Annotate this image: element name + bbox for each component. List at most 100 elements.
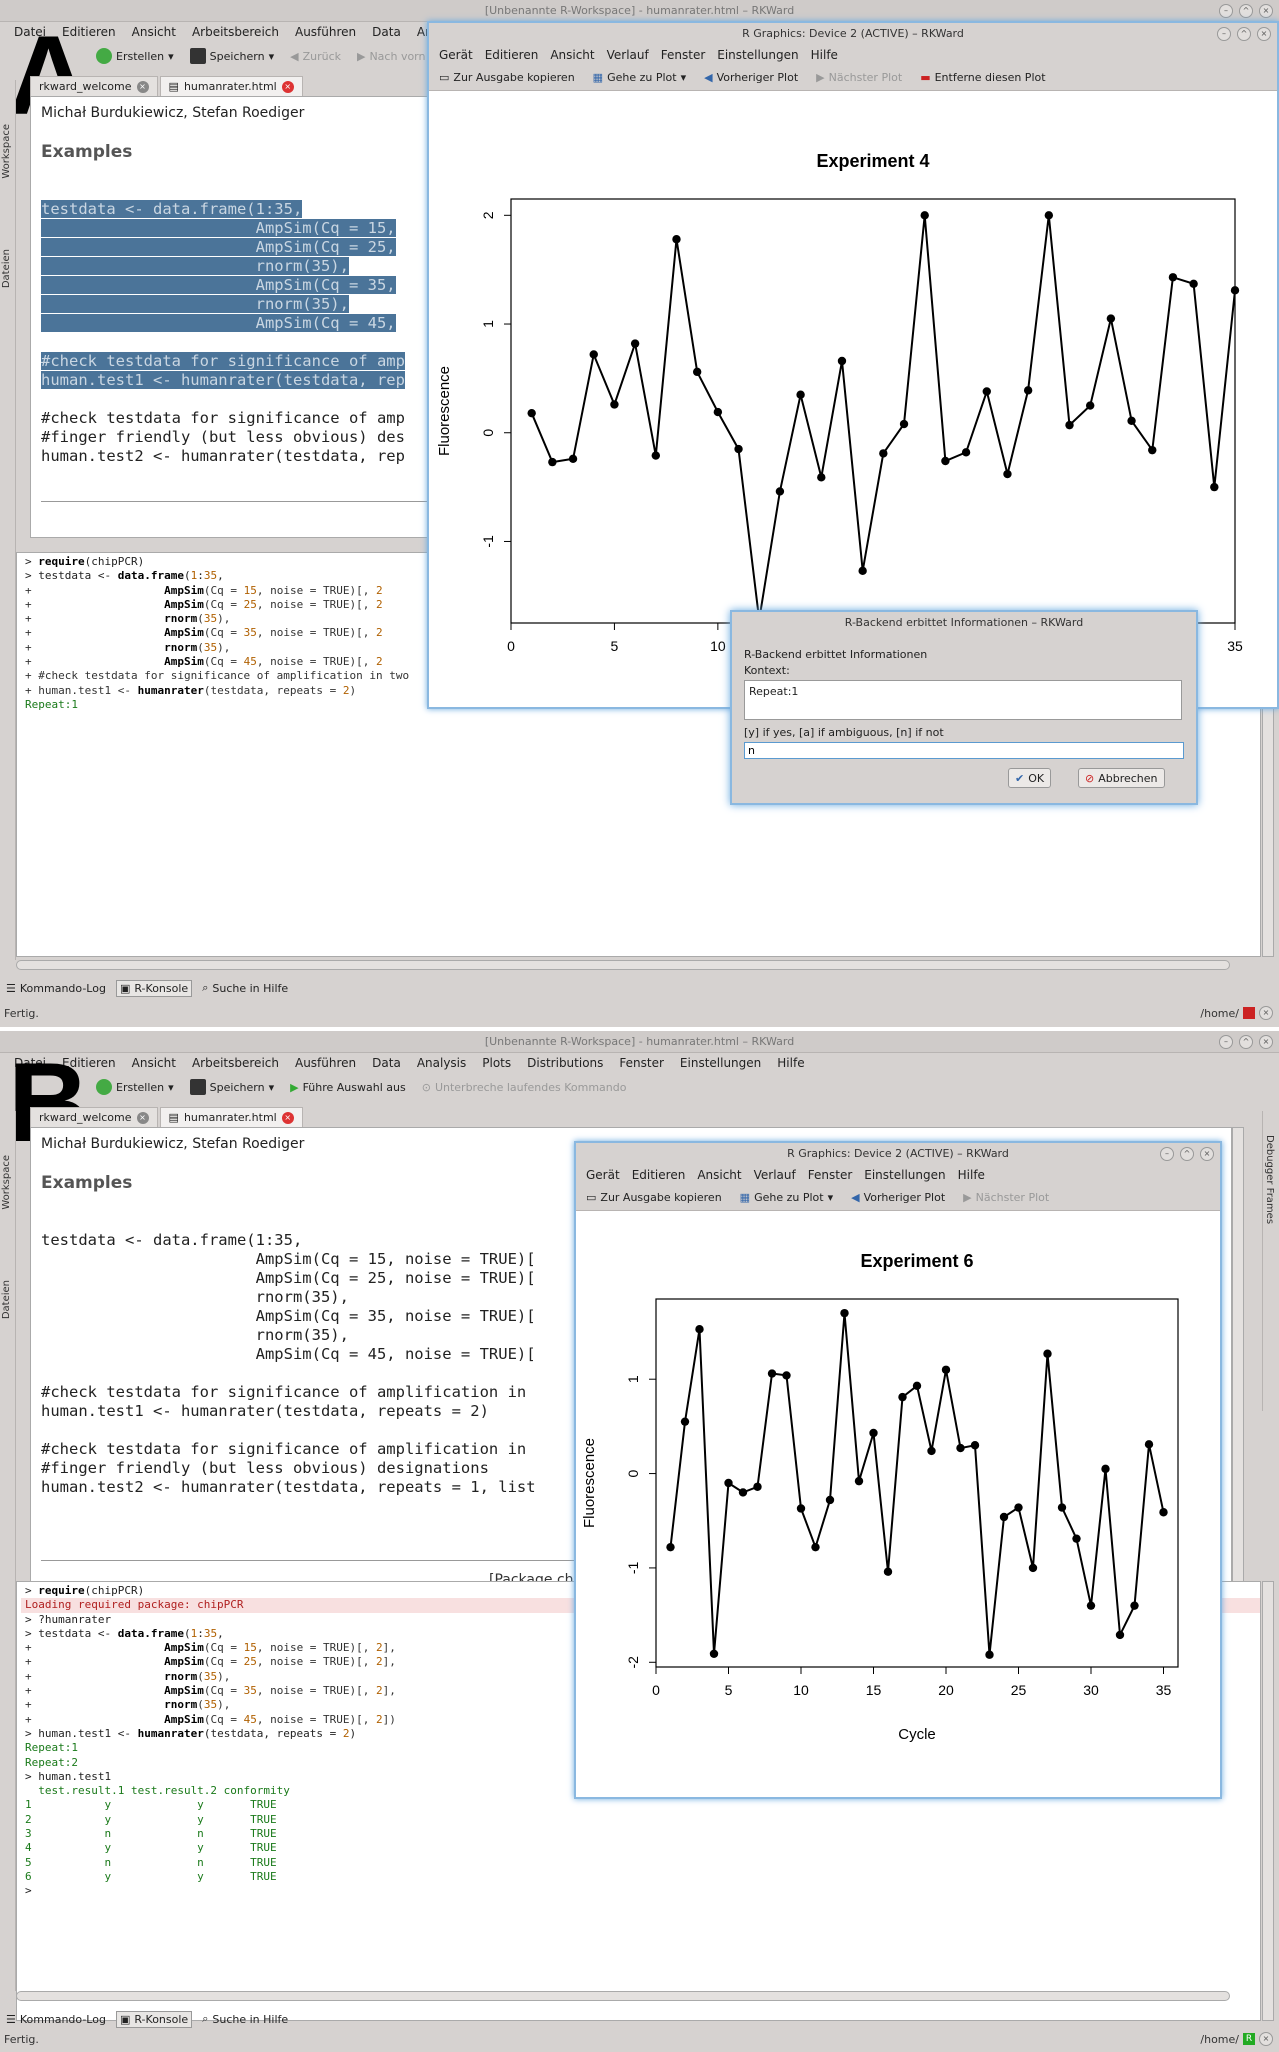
goto-plot-button[interactable]: ▦ Gehe zu Plot ▾ bbox=[739, 1191, 834, 1204]
menu-analysis[interactable]: Analysis bbox=[416, 1056, 467, 1070]
menu-einstellungen[interactable]: Einstellungen bbox=[717, 48, 799, 62]
collapse-icon[interactable] bbox=[16, 1630, 17, 1637]
stop-icon[interactable]: × bbox=[1259, 2032, 1273, 2046]
collapse-icon[interactable] bbox=[16, 1773, 17, 1780]
menu-datei[interactable]: Datei bbox=[14, 1056, 47, 1070]
maximize-icon[interactable]: ^ bbox=[1180, 1147, 1194, 1161]
minimize-icon[interactable]: – bbox=[1160, 1147, 1174, 1161]
document-scrollbar[interactable] bbox=[1232, 1127, 1244, 1597]
answer-input[interactable] bbox=[744, 742, 1184, 759]
menu-fenster[interactable]: Fenster bbox=[807, 1168, 853, 1182]
menu-ansicht[interactable]: Ansicht bbox=[131, 25, 176, 39]
menu-editieren[interactable]: Editieren bbox=[62, 1056, 116, 1070]
new-button[interactable]: Erstellen ▾ bbox=[90, 46, 180, 66]
ok-button[interactable]: ✔ OK bbox=[1008, 768, 1052, 788]
run-selection-button[interactable]: ▶ Führe Auswahl aus bbox=[290, 1080, 406, 1094]
previous-plot-button[interactable]: ◀ Vorheriger Plot bbox=[704, 71, 799, 84]
maximize-icon[interactable]: ^ bbox=[1237, 27, 1251, 41]
tab-welcome[interactable]: rkward_welcome × bbox=[30, 76, 158, 96]
console-hscrollbar[interactable] bbox=[16, 1991, 1230, 2001]
menu-einstellungen[interactable]: Einstellungen bbox=[679, 1056, 762, 1070]
copy-to-output-button[interactable]: ▭ Zur Ausgabe kopieren bbox=[586, 1191, 722, 1204]
menu-editieren[interactable]: Editieren bbox=[62, 25, 116, 39]
collapse-icon[interactable] bbox=[16, 572, 17, 579]
menu-fenster[interactable]: Fenster bbox=[619, 1056, 664, 1070]
forward-button[interactable]: ▶ Nach vorn bbox=[356, 49, 426, 63]
collapse-icon[interactable] bbox=[16, 1887, 17, 1894]
graphics-window[interactable]: R Graphics: Device 2 (ACTIVE) – RKWard –… bbox=[574, 1141, 1222, 1799]
menu-verlauf[interactable]: Verlauf bbox=[753, 1168, 796, 1182]
collapse-icon[interactable] bbox=[16, 1587, 17, 1594]
sidebar-tab-files[interactable]: Dateien bbox=[1, 249, 12, 289]
minimize-icon[interactable]: – bbox=[1219, 1035, 1233, 1049]
menu-einstellungen[interactable]: Einstellungen bbox=[864, 1168, 946, 1182]
input-dialog[interactable]: R-Backend erbittet Informationen – RKWar… bbox=[730, 610, 1198, 805]
close-icon[interactable]: × bbox=[1259, 1035, 1273, 1049]
menu-data[interactable]: Data bbox=[372, 1056, 401, 1070]
minimize-icon[interactable]: – bbox=[1217, 27, 1231, 41]
tab-welcome[interactable]: rkward_welcome × bbox=[30, 1107, 158, 1127]
tab-command-log[interactable]: ☰ Kommando-Log bbox=[6, 981, 106, 995]
menu-gerät[interactable]: Gerät bbox=[586, 1168, 620, 1182]
next-plot-button[interactable]: ▶ Nächster Plot bbox=[963, 1191, 1050, 1204]
menu-ausführen[interactable]: Ausführen bbox=[294, 1056, 357, 1070]
console-scrollbar[interactable] bbox=[1262, 1581, 1274, 2021]
tab-r-console[interactable]: ▣ R-Konsole bbox=[115, 979, 193, 997]
menu-plots[interactable]: Plots bbox=[482, 1056, 512, 1070]
close-icon[interactable]: × bbox=[1200, 1147, 1214, 1161]
menu-ansicht[interactable]: Ansicht bbox=[550, 48, 595, 62]
tab-r-console[interactable]: ▣ R-Konsole bbox=[115, 2010, 193, 2028]
tab-humanrater[interactable]: ▤ humanrater.html × bbox=[159, 1107, 303, 1127]
close-icon[interactable]: × bbox=[1259, 4, 1273, 18]
remove-plot-button[interactable]: ▬ Entferne diesen Plot bbox=[920, 71, 1046, 84]
menu-distributions[interactable]: Distributions bbox=[527, 1056, 604, 1070]
next-plot-button[interactable]: ▶ Nächster Plot bbox=[816, 71, 903, 84]
graphics-window[interactable]: R Graphics: Device 2 (ACTIVE) – RKWard –… bbox=[427, 21, 1279, 709]
menu-hilfe[interactable]: Hilfe bbox=[810, 48, 838, 62]
menu-editieren[interactable]: Editieren bbox=[484, 48, 539, 62]
new-button[interactable]: Erstellen ▾ bbox=[90, 1077, 180, 1097]
menu-hilfe[interactable]: Hilfe bbox=[957, 1168, 985, 1182]
minimize-icon[interactable]: – bbox=[1219, 4, 1233, 18]
sidebar-tab-debugger[interactable]: Debugger Frames bbox=[1264, 1135, 1275, 1225]
close-icon[interactable]: × bbox=[1257, 27, 1271, 41]
sidebar-tab-workspace[interactable]: Workspace bbox=[1, 124, 12, 179]
close-tab-icon[interactable]: × bbox=[281, 1111, 294, 1124]
maximize-icon[interactable]: ^ bbox=[1239, 1035, 1253, 1049]
stop-icon[interactable]: × bbox=[1259, 1006, 1273, 1020]
save-button[interactable]: Speichern ▾ bbox=[184, 46, 280, 66]
menu-fenster[interactable]: Fenster bbox=[660, 48, 706, 62]
close-tab-icon[interactable]: × bbox=[136, 1111, 149, 1124]
tab-help-search[interactable]: ⌕ Suche in Hilfe bbox=[202, 981, 289, 995]
console-hscrollbar[interactable] bbox=[16, 960, 1230, 970]
tab-command-log[interactable]: ☰ Kommando-Log bbox=[6, 2012, 106, 2026]
menu-ausführen[interactable]: Ausführen bbox=[294, 25, 357, 39]
back-button[interactable]: ◀ Zurück bbox=[290, 49, 341, 63]
menu-ansicht[interactable]: Ansicht bbox=[131, 1056, 176, 1070]
close-tab-icon[interactable]: × bbox=[281, 80, 294, 93]
previous-plot-button[interactable]: ◀ Vorheriger Plot bbox=[851, 1191, 946, 1204]
menu-gerät[interactable]: Gerät bbox=[439, 48, 473, 62]
goto-plot-button[interactable]: ▦ Gehe zu Plot ▾ bbox=[592, 71, 687, 84]
maximize-icon[interactable]: ^ bbox=[1239, 4, 1253, 18]
save-button[interactable]: Speichern ▾ bbox=[184, 1077, 280, 1097]
collapse-icon[interactable] bbox=[16, 1616, 17, 1623]
sidebar-tab-workspace[interactable]: Workspace bbox=[1, 1155, 12, 1210]
collapse-icon[interactable] bbox=[16, 1730, 17, 1737]
close-tab-icon[interactable]: × bbox=[136, 80, 149, 93]
cancel-button[interactable]: ⊘ Abbrechen bbox=[1078, 768, 1165, 788]
menu-verlauf[interactable]: Verlauf bbox=[606, 48, 649, 62]
menu-ansicht[interactable]: Ansicht bbox=[697, 1168, 742, 1182]
menu-arbeitsbereich[interactable]: Arbeitsbereich bbox=[191, 1056, 279, 1070]
tab-humanrater[interactable]: ▤ humanrater.html × bbox=[159, 76, 303, 96]
menu-datei[interactable]: Datei bbox=[14, 25, 47, 39]
tab-help-search[interactable]: ⌕ Suche in Hilfe bbox=[202, 2012, 289, 2026]
interrupt-button[interactable]: ⊙ Unterbreche laufendes Kommando bbox=[421, 1080, 627, 1094]
menu-editieren[interactable]: Editieren bbox=[631, 1168, 686, 1182]
menu-arbeitsbereich[interactable]: Arbeitsbereich bbox=[191, 25, 279, 39]
menu-hilfe[interactable]: Hilfe bbox=[777, 1056, 805, 1070]
copy-to-output-button[interactable]: ▭ Zur Ausgabe kopieren bbox=[439, 71, 575, 84]
menu-data[interactable]: Data bbox=[372, 25, 401, 39]
collapse-icon[interactable] bbox=[16, 558, 17, 565]
sidebar-tab-files[interactable]: Dateien bbox=[1, 1280, 12, 1320]
